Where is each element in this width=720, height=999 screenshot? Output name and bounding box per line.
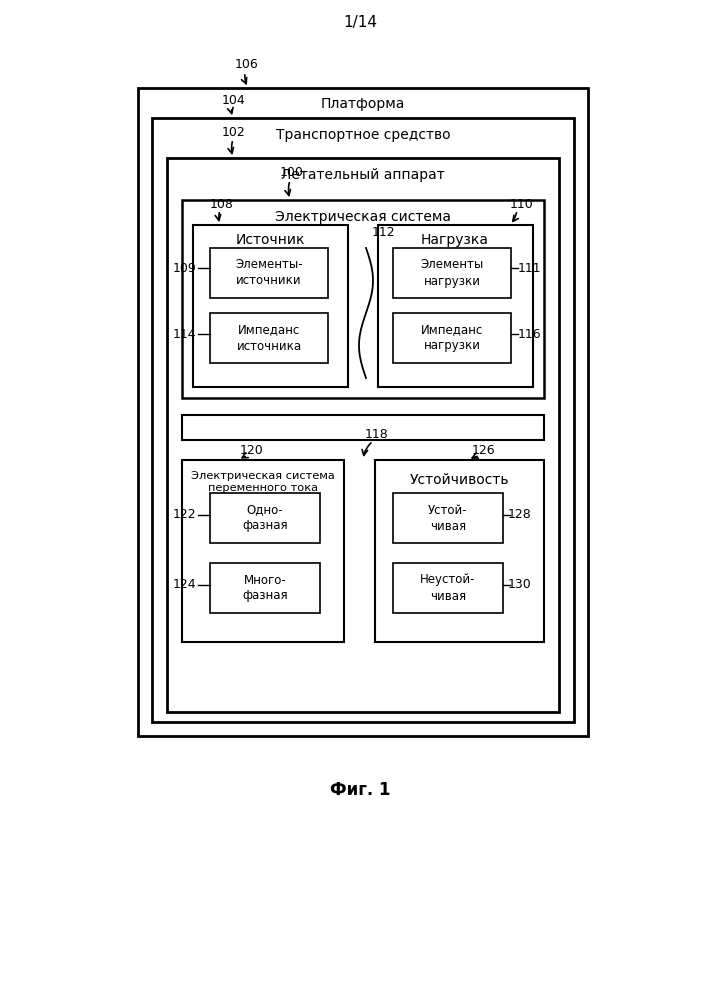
Bar <box>210 493 320 543</box>
Bar <box>167 158 559 712</box>
Text: Нагрузка: Нагрузка <box>421 233 489 247</box>
Bar <box>182 200 544 398</box>
Text: 111: 111 <box>518 262 541 275</box>
Text: 108: 108 <box>210 198 234 211</box>
Text: Платформа: Платформа <box>321 97 405 111</box>
Text: Летательный аппарат: Летательный аппарат <box>281 168 445 182</box>
Text: Электрическая система
переменного тока: Электрическая система переменного тока <box>191 471 335 494</box>
Text: 120: 120 <box>240 444 264 457</box>
Text: 124: 124 <box>172 578 196 591</box>
Text: 106: 106 <box>235 59 258 72</box>
Text: Одно-
фазная: Одно- фазная <box>242 503 288 532</box>
Text: Много-
фазная: Много- фазная <box>242 573 288 602</box>
Text: 126: 126 <box>472 444 495 457</box>
Text: 128: 128 <box>508 508 532 521</box>
Bar <box>138 88 588 736</box>
Text: Устойчивость: Устойчивость <box>409 473 509 487</box>
Text: 110: 110 <box>510 198 534 211</box>
Bar <box>393 493 503 543</box>
Bar <box>393 248 511 298</box>
Text: 114: 114 <box>172 328 196 341</box>
Text: 102: 102 <box>222 126 246 139</box>
Text: 104: 104 <box>222 94 246 107</box>
Bar <box>210 248 328 298</box>
Bar <box>210 563 320 613</box>
Text: Источник: Источник <box>235 233 305 247</box>
Text: 122: 122 <box>172 508 196 521</box>
Bar <box>193 225 348 387</box>
Text: Фиг. 1: Фиг. 1 <box>330 781 390 799</box>
Text: 118: 118 <box>365 429 389 442</box>
Text: 130: 130 <box>508 578 532 591</box>
Bar <box>375 460 544 642</box>
Bar <box>393 563 503 613</box>
Text: Электрическая система: Электрическая система <box>275 210 451 224</box>
Text: Элементы
нагрузки: Элементы нагрузки <box>420 259 484 288</box>
Text: Транспортное средство: Транспортное средство <box>276 128 450 142</box>
Bar <box>182 415 544 440</box>
Text: Устой-
чивая: Устой- чивая <box>428 503 468 532</box>
Text: Элементы-
источники: Элементы- источники <box>235 259 303 288</box>
Text: 1/14: 1/14 <box>343 15 377 30</box>
Bar <box>152 118 574 722</box>
Text: 116: 116 <box>518 328 541 341</box>
Bar <box>210 313 328 363</box>
Text: 109: 109 <box>172 262 196 275</box>
Text: Импеданс
источника: Импеданс источника <box>236 324 302 353</box>
Text: 112: 112 <box>372 226 395 239</box>
Text: Импеданс
нагрузки: Импеданс нагрузки <box>421 324 483 353</box>
Bar <box>378 225 533 387</box>
Text: Неустой-
чивая: Неустой- чивая <box>420 573 476 602</box>
Text: 100: 100 <box>280 167 304 180</box>
Bar <box>393 313 511 363</box>
Bar <box>182 460 344 642</box>
